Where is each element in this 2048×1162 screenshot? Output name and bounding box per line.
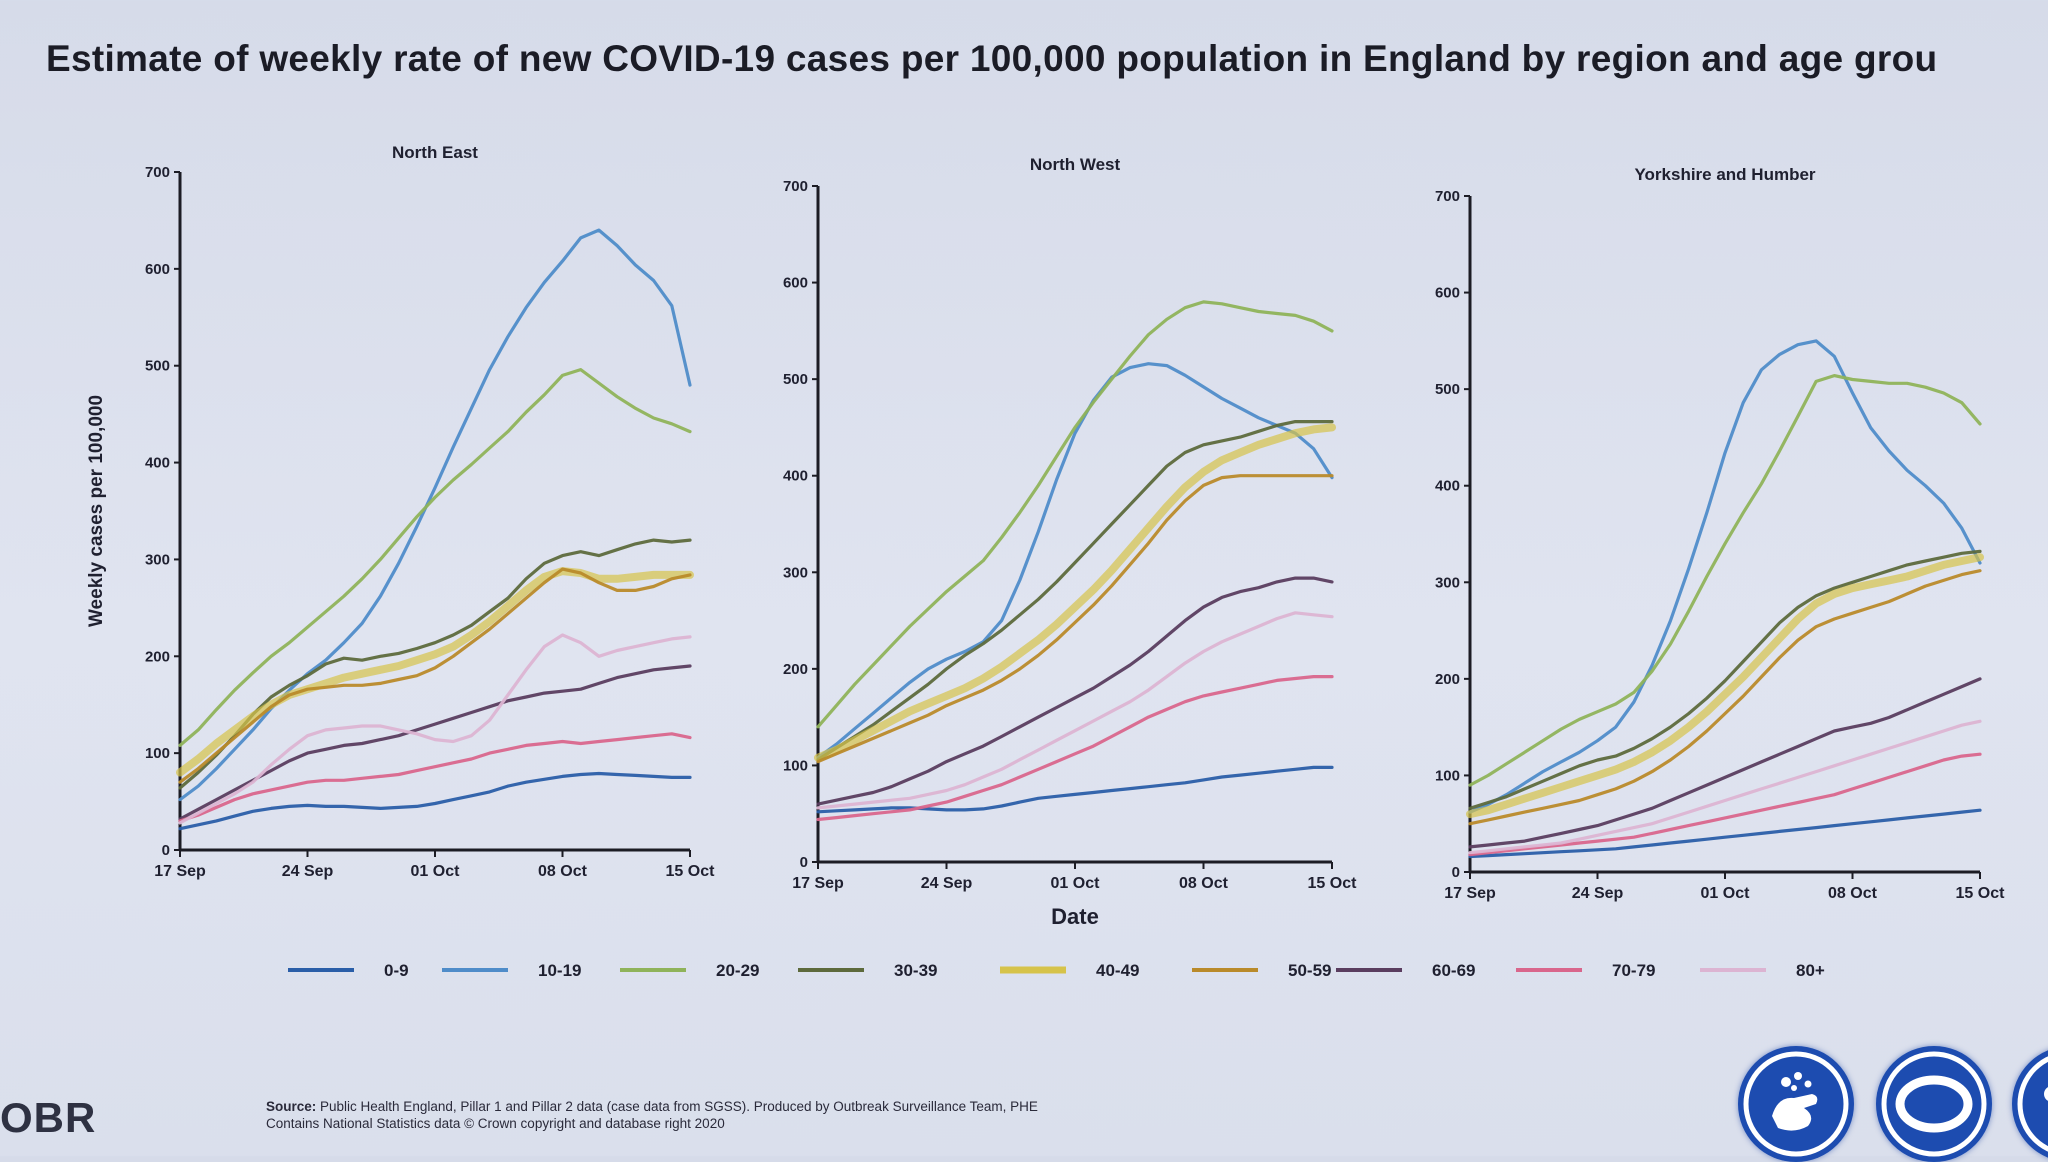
face-covering-icon (1876, 1046, 1992, 1162)
series-line-70-79 (816, 674, 1334, 822)
y-tick-label: 100 (1435, 767, 1460, 784)
x-tick-label: 15 Oct (1308, 875, 1358, 892)
y-tick-label: 0 (800, 854, 808, 871)
series-line-40-49 (176, 567, 694, 777)
panel-north-east: North East 0 100 200 300 400 500 600 700 17 Sep 24… (86, 143, 715, 880)
y-tick-label: 600 (1435, 285, 1460, 302)
x-tick-label: 17 Sep (1444, 885, 1496, 902)
x-tick-label: 01 Oct (1701, 885, 1751, 902)
y-tick-label: 0 (162, 842, 170, 859)
y-axis-label: Weekly cases per 100,000 (86, 395, 107, 627)
panel-title: North West (1030, 155, 1121, 174)
series-line-40-49 (814, 423, 1336, 762)
y-tick-label: 700 (1435, 188, 1460, 205)
y-tick-label: 500 (1435, 381, 1460, 398)
x-tick-label: 01 Oct (411, 863, 461, 880)
x-tick-label: 17 Sep (792, 875, 844, 892)
series-line-20-29 (816, 300, 1334, 729)
series-line-80 (1468, 719, 1982, 855)
y-tick-label: 500 (145, 358, 170, 375)
series-line-20-29 (178, 368, 692, 748)
series-line-30-39 (178, 538, 692, 790)
y-tick-label: 300 (783, 564, 808, 581)
series-line-10-19 (1468, 339, 1982, 814)
y-tick-label: 600 (783, 275, 808, 292)
charts-area: North East 0 100 200 300 400 500 600 700 17 Sep 24… (86, 143, 2005, 929)
y-tick-label: 0 (1452, 864, 1460, 881)
series-line-70-79 (178, 732, 692, 823)
x-tick-label: 24 Sep (921, 875, 973, 892)
y-tick-label: 100 (783, 757, 808, 774)
source-note: Source: Public Health England, Pillar 1 … (266, 1098, 1038, 1132)
x-axis-label: Date (1051, 904, 1099, 929)
y-tick-label: 100 (145, 745, 170, 762)
series-line-0-9 (178, 771, 692, 831)
series-line-50-59 (1468, 569, 1982, 826)
x-tick-label: 17 Sep (154, 863, 206, 880)
y-tick-label: 600 (145, 261, 170, 278)
series-line-10-19 (178, 228, 692, 802)
series-line-50-59 (178, 567, 692, 784)
x-tick-label: 08 Oct (538, 863, 588, 880)
series-line-60-69 (816, 576, 1334, 806)
x-tick-label: 15 Oct (666, 863, 716, 880)
panel-yorkshire-and-humber: Yorkshire and Humber 0 100 200 300 400 500 600 7… (1435, 165, 2005, 902)
obr-logo: OBR (0, 1094, 97, 1141)
panel-north-west: North West 0 100 200 300 400 500 600 700 17 Sep 24… (783, 155, 1357, 929)
series-line-60-69 (1468, 677, 1982, 849)
x-tick-label: 08 Oct (1828, 885, 1878, 902)
y-tick-label: 400 (1435, 478, 1460, 495)
series-line-30-39 (816, 420, 1334, 762)
panel-title: Yorkshire and Humber (1634, 165, 1815, 184)
series-line-80 (816, 611, 1334, 810)
y-tick-label: 700 (145, 164, 170, 181)
y-tick-label: 400 (145, 455, 170, 472)
series-line-50-59 (816, 474, 1334, 764)
handwashing-icon (1738, 1046, 1854, 1162)
y-tick-label: 400 (783, 468, 808, 485)
series-line-80 (178, 633, 692, 825)
series-line-60-69 (178, 664, 692, 821)
x-tick-label: 24 Sep (282, 863, 334, 880)
copyright-text: Contains National Statistics data © Crow… (266, 1116, 725, 1131)
source-label: Source: (266, 1099, 317, 1114)
series-line-0-9 (1468, 808, 1982, 859)
chart-title: Estimate of weekly rate of new COVID-19 … (46, 38, 1938, 79)
x-tick-label: 08 Oct (1179, 875, 1229, 892)
x-tick-label: 01 Oct (1051, 875, 1101, 892)
series-line-30-39 (1468, 549, 1982, 810)
series-line-10-19 (816, 362, 1334, 760)
series-line-0-9 (816, 765, 1334, 814)
y-tick-label: 300 (145, 551, 170, 568)
series-line-20-29 (1468, 374, 1982, 787)
x-tick-label: 24 Sep (1572, 885, 1624, 902)
panel-title: North East (392, 143, 478, 162)
y-tick-label: 700 (783, 178, 808, 195)
y-tick-label: 200 (1435, 671, 1460, 688)
space-icon (2012, 1046, 2048, 1162)
y-tick-label: 200 (145, 648, 170, 665)
series-line-70-79 (1468, 752, 1982, 857)
y-tick-label: 300 (1435, 574, 1460, 591)
y-tick-label: 200 (783, 661, 808, 678)
series-line-40-49 (1466, 553, 1984, 819)
y-tick-label: 500 (783, 371, 808, 388)
source-text: Public Health England, Pillar 1 and Pill… (316, 1099, 1038, 1114)
x-tick-label: 15 Oct (1956, 885, 2006, 902)
